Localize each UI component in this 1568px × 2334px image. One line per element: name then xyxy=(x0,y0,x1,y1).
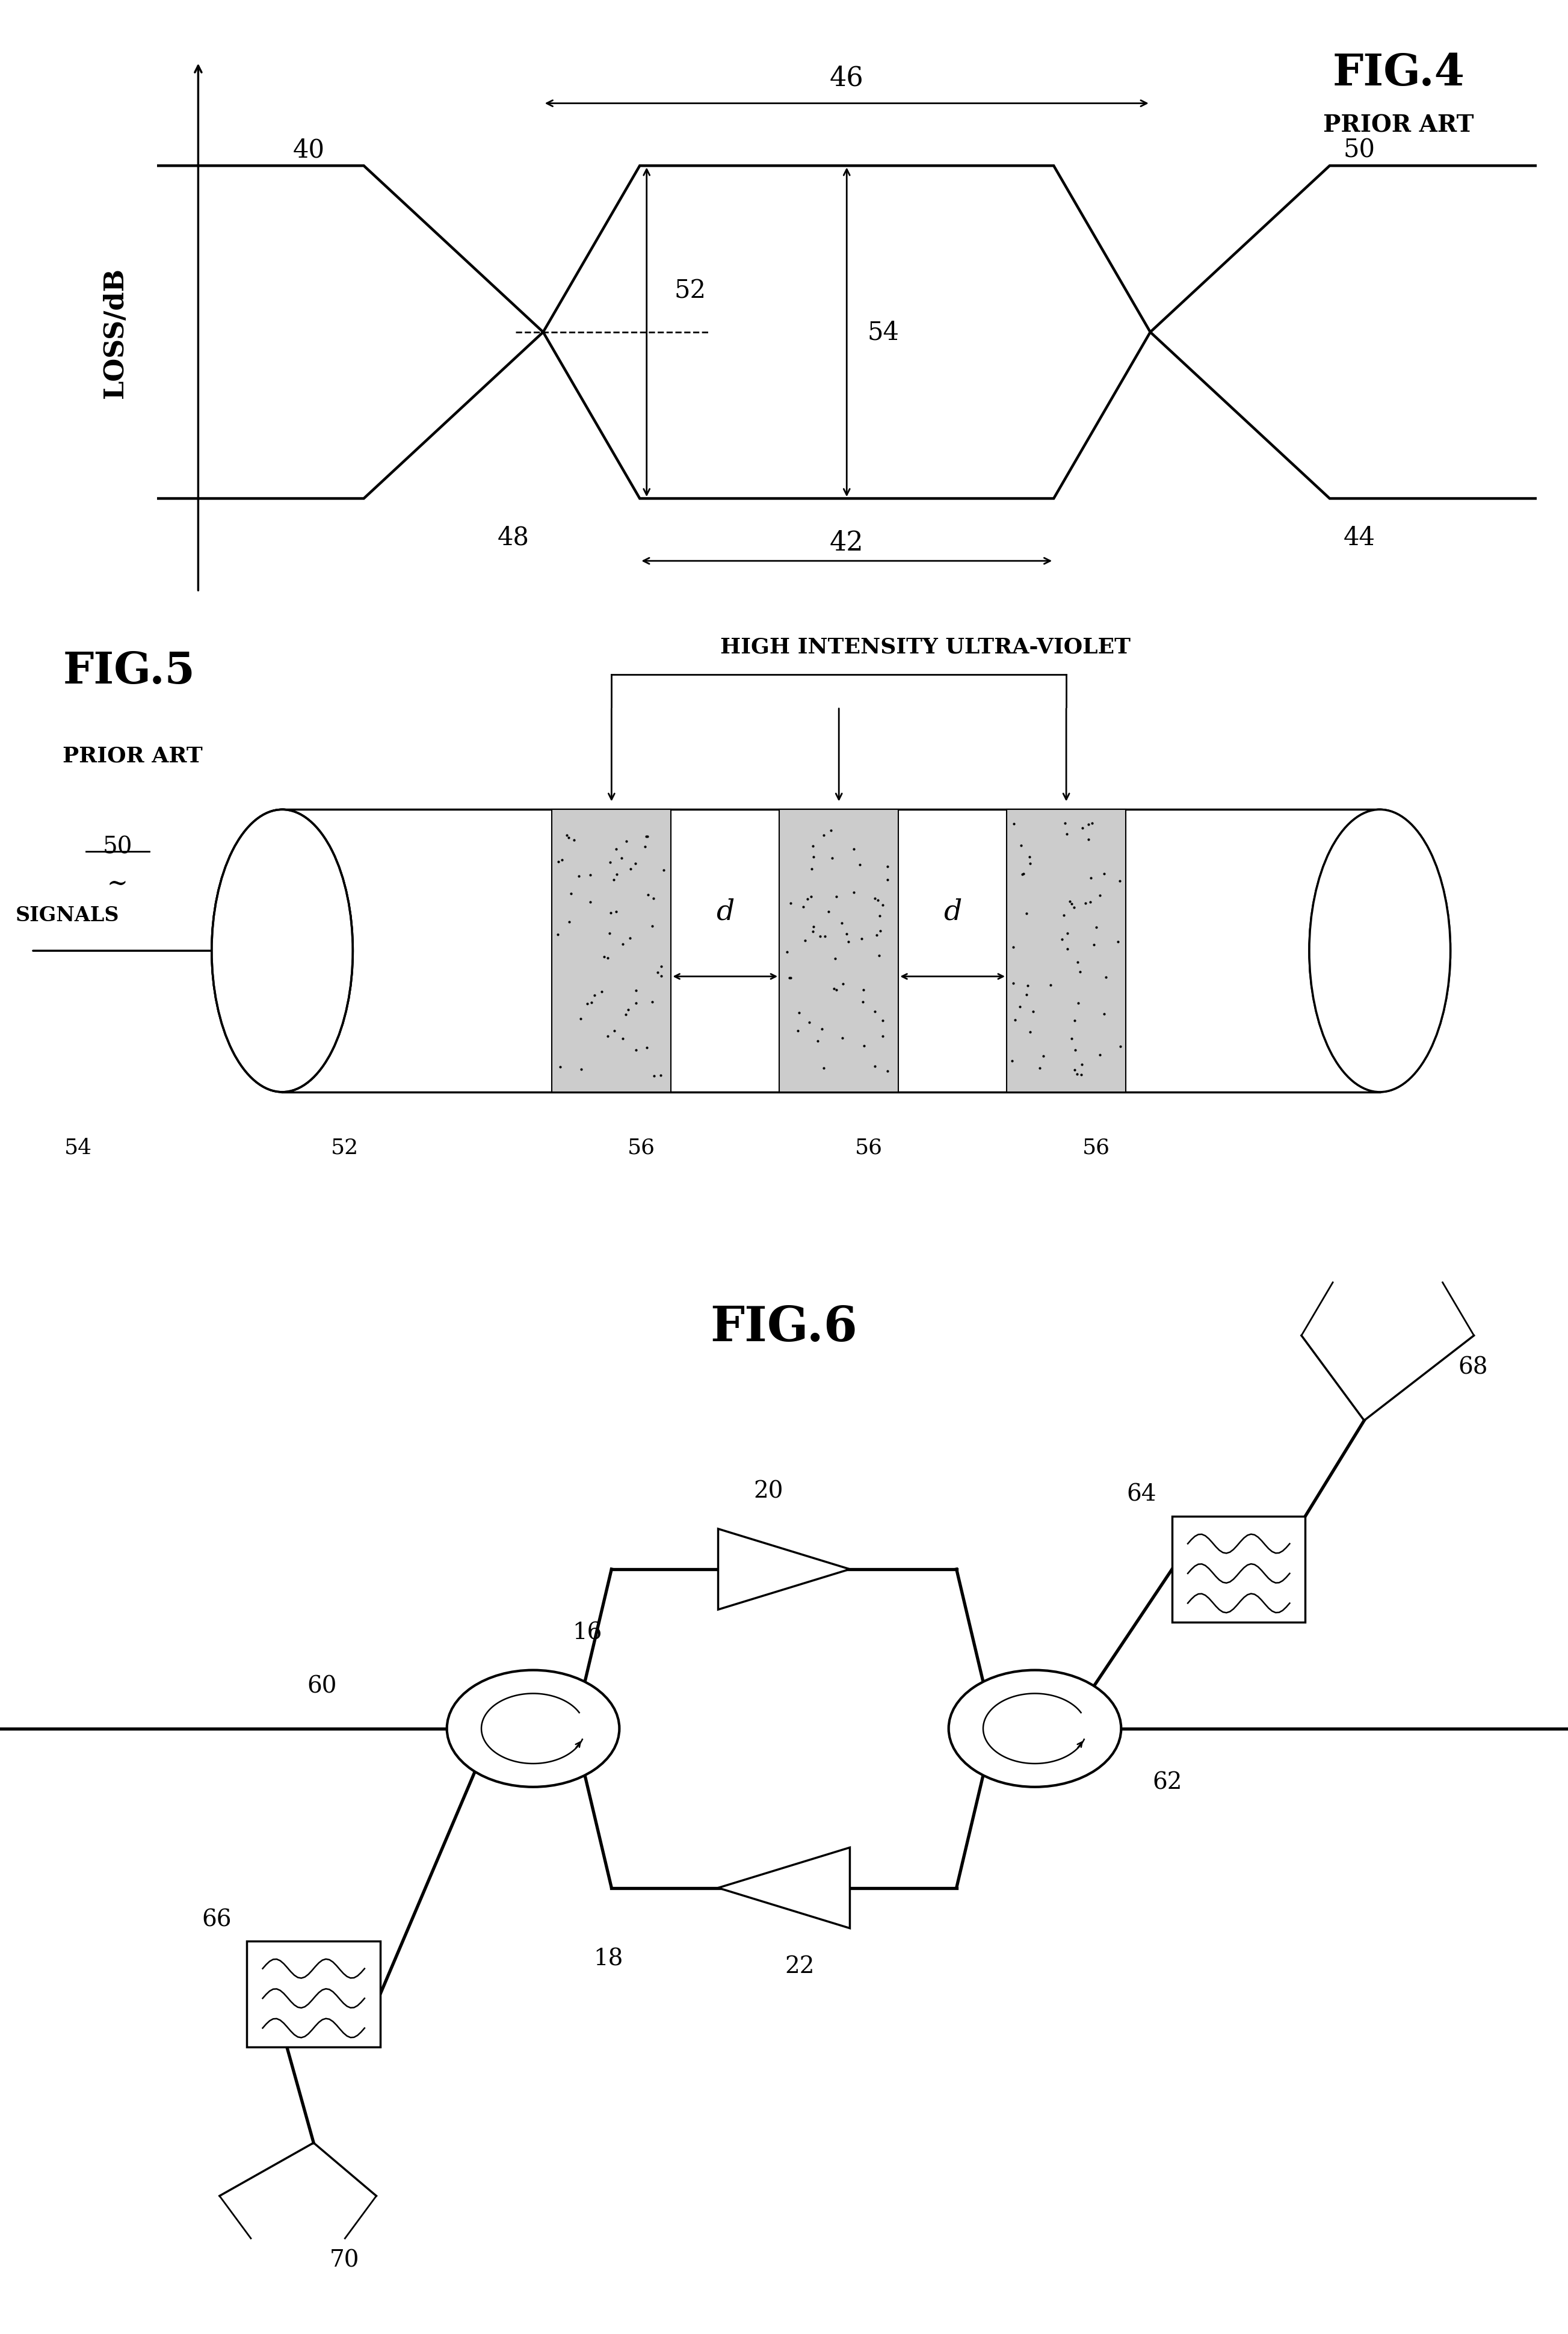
Ellipse shape xyxy=(1309,810,1450,1092)
Ellipse shape xyxy=(212,810,353,1092)
Text: 56: 56 xyxy=(627,1137,655,1158)
Text: HIGH INTENSITY ULTRA-VIOLET: HIGH INTENSITY ULTRA-VIOLET xyxy=(720,637,1131,658)
Text: 22: 22 xyxy=(786,1956,814,1977)
Text: 66: 66 xyxy=(202,1909,232,1930)
Bar xyxy=(779,810,898,1092)
Text: 18: 18 xyxy=(594,1947,622,1970)
Text: FIG.5: FIG.5 xyxy=(63,649,194,693)
Text: LOSS/dB: LOSS/dB xyxy=(102,266,129,399)
Circle shape xyxy=(447,1671,619,1788)
Text: 54: 54 xyxy=(64,1137,93,1158)
Text: 64: 64 xyxy=(1126,1484,1157,1505)
Text: ~: ~ xyxy=(107,871,129,896)
Text: 44: 44 xyxy=(1344,525,1375,551)
Text: 42: 42 xyxy=(829,530,864,555)
Text: 70: 70 xyxy=(329,2250,359,2271)
Ellipse shape xyxy=(212,810,353,1092)
Text: 68: 68 xyxy=(1458,1356,1488,1377)
Bar xyxy=(552,810,671,1092)
Text: 16: 16 xyxy=(572,1622,602,1643)
Text: PRIOR ART: PRIOR ART xyxy=(63,747,202,766)
Ellipse shape xyxy=(1309,810,1450,1092)
Text: PRIOR ART: PRIOR ART xyxy=(1323,114,1474,138)
Text: 50: 50 xyxy=(103,836,132,859)
Text: 54: 54 xyxy=(867,320,900,345)
Text: 50: 50 xyxy=(1344,138,1375,163)
Text: 52: 52 xyxy=(674,278,706,303)
Text: 56: 56 xyxy=(855,1137,883,1158)
Polygon shape xyxy=(718,1529,850,1610)
Text: 60: 60 xyxy=(307,1676,337,1697)
Text: 20: 20 xyxy=(754,1480,782,1503)
Polygon shape xyxy=(718,1849,850,1928)
Bar xyxy=(1007,810,1126,1092)
Text: FIG.4: FIG.4 xyxy=(1333,51,1465,96)
Bar xyxy=(1173,1517,1305,1622)
Text: d: d xyxy=(944,899,961,924)
Text: 40: 40 xyxy=(293,138,325,163)
Text: d: d xyxy=(717,899,734,924)
Text: 56: 56 xyxy=(1082,1137,1110,1158)
Text: 48: 48 xyxy=(497,525,530,551)
Text: 52: 52 xyxy=(331,1137,359,1158)
Bar xyxy=(248,1942,379,2047)
Text: 46: 46 xyxy=(829,65,864,91)
Circle shape xyxy=(949,1671,1121,1788)
Text: SIGNALS: SIGNALS xyxy=(16,906,119,924)
Text: FIG.6: FIG.6 xyxy=(710,1305,858,1351)
Text: 62: 62 xyxy=(1152,1772,1182,1793)
